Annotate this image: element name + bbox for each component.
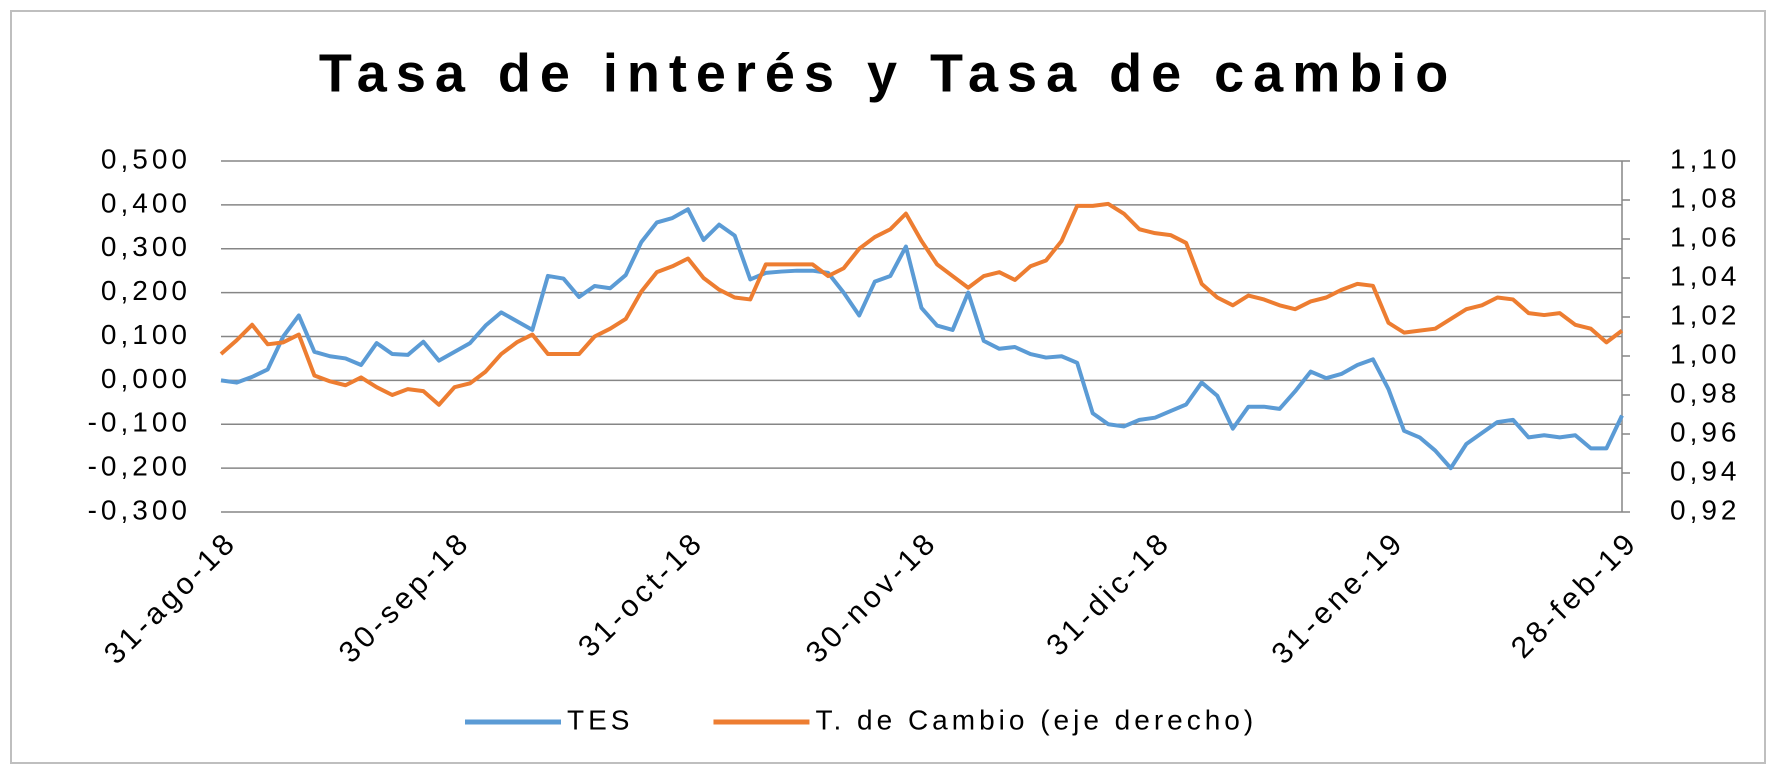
y-tick-label: 0,500 — [101, 143, 191, 174]
y2-tick-label: 1,08 — [1670, 182, 1741, 213]
y2-tick-label: 0,98 — [1670, 377, 1741, 408]
legend-label: TES — [567, 704, 633, 735]
y-tick-label: 0,100 — [101, 319, 191, 350]
y2-tick-label: 1,06 — [1670, 221, 1741, 252]
y-tick-label: 0,300 — [101, 231, 191, 262]
y-tick-label: 0,400 — [101, 187, 191, 218]
y-tick-label: -0,100 — [88, 407, 191, 438]
y2-tick-label: 0,92 — [1670, 494, 1741, 525]
legend-label: T. de Cambio (eje derecho) — [815, 704, 1257, 735]
y2-tick-label: 1,10 — [1670, 143, 1741, 174]
y-tick-label: 0,000 — [101, 363, 191, 394]
y2-tick-label: 0,94 — [1670, 455, 1741, 486]
y2-tick-label: 1,00 — [1670, 338, 1741, 369]
y-tick-label: -0,200 — [88, 451, 191, 482]
y2-tick-label: 0,96 — [1670, 416, 1741, 447]
y2-tick-label: 1,04 — [1670, 260, 1741, 291]
chart-border — [10, 10, 1766, 764]
series-line — [219, 201, 1624, 407]
series-line — [220, 207, 1624, 471]
chart-title: Tasa de interés y Tasa de cambio — [319, 43, 1457, 103]
y-tick-label: 0,200 — [101, 275, 191, 306]
y-tick-label: -0,300 — [88, 494, 191, 525]
y2-tick-label: 1,02 — [1670, 299, 1741, 330]
